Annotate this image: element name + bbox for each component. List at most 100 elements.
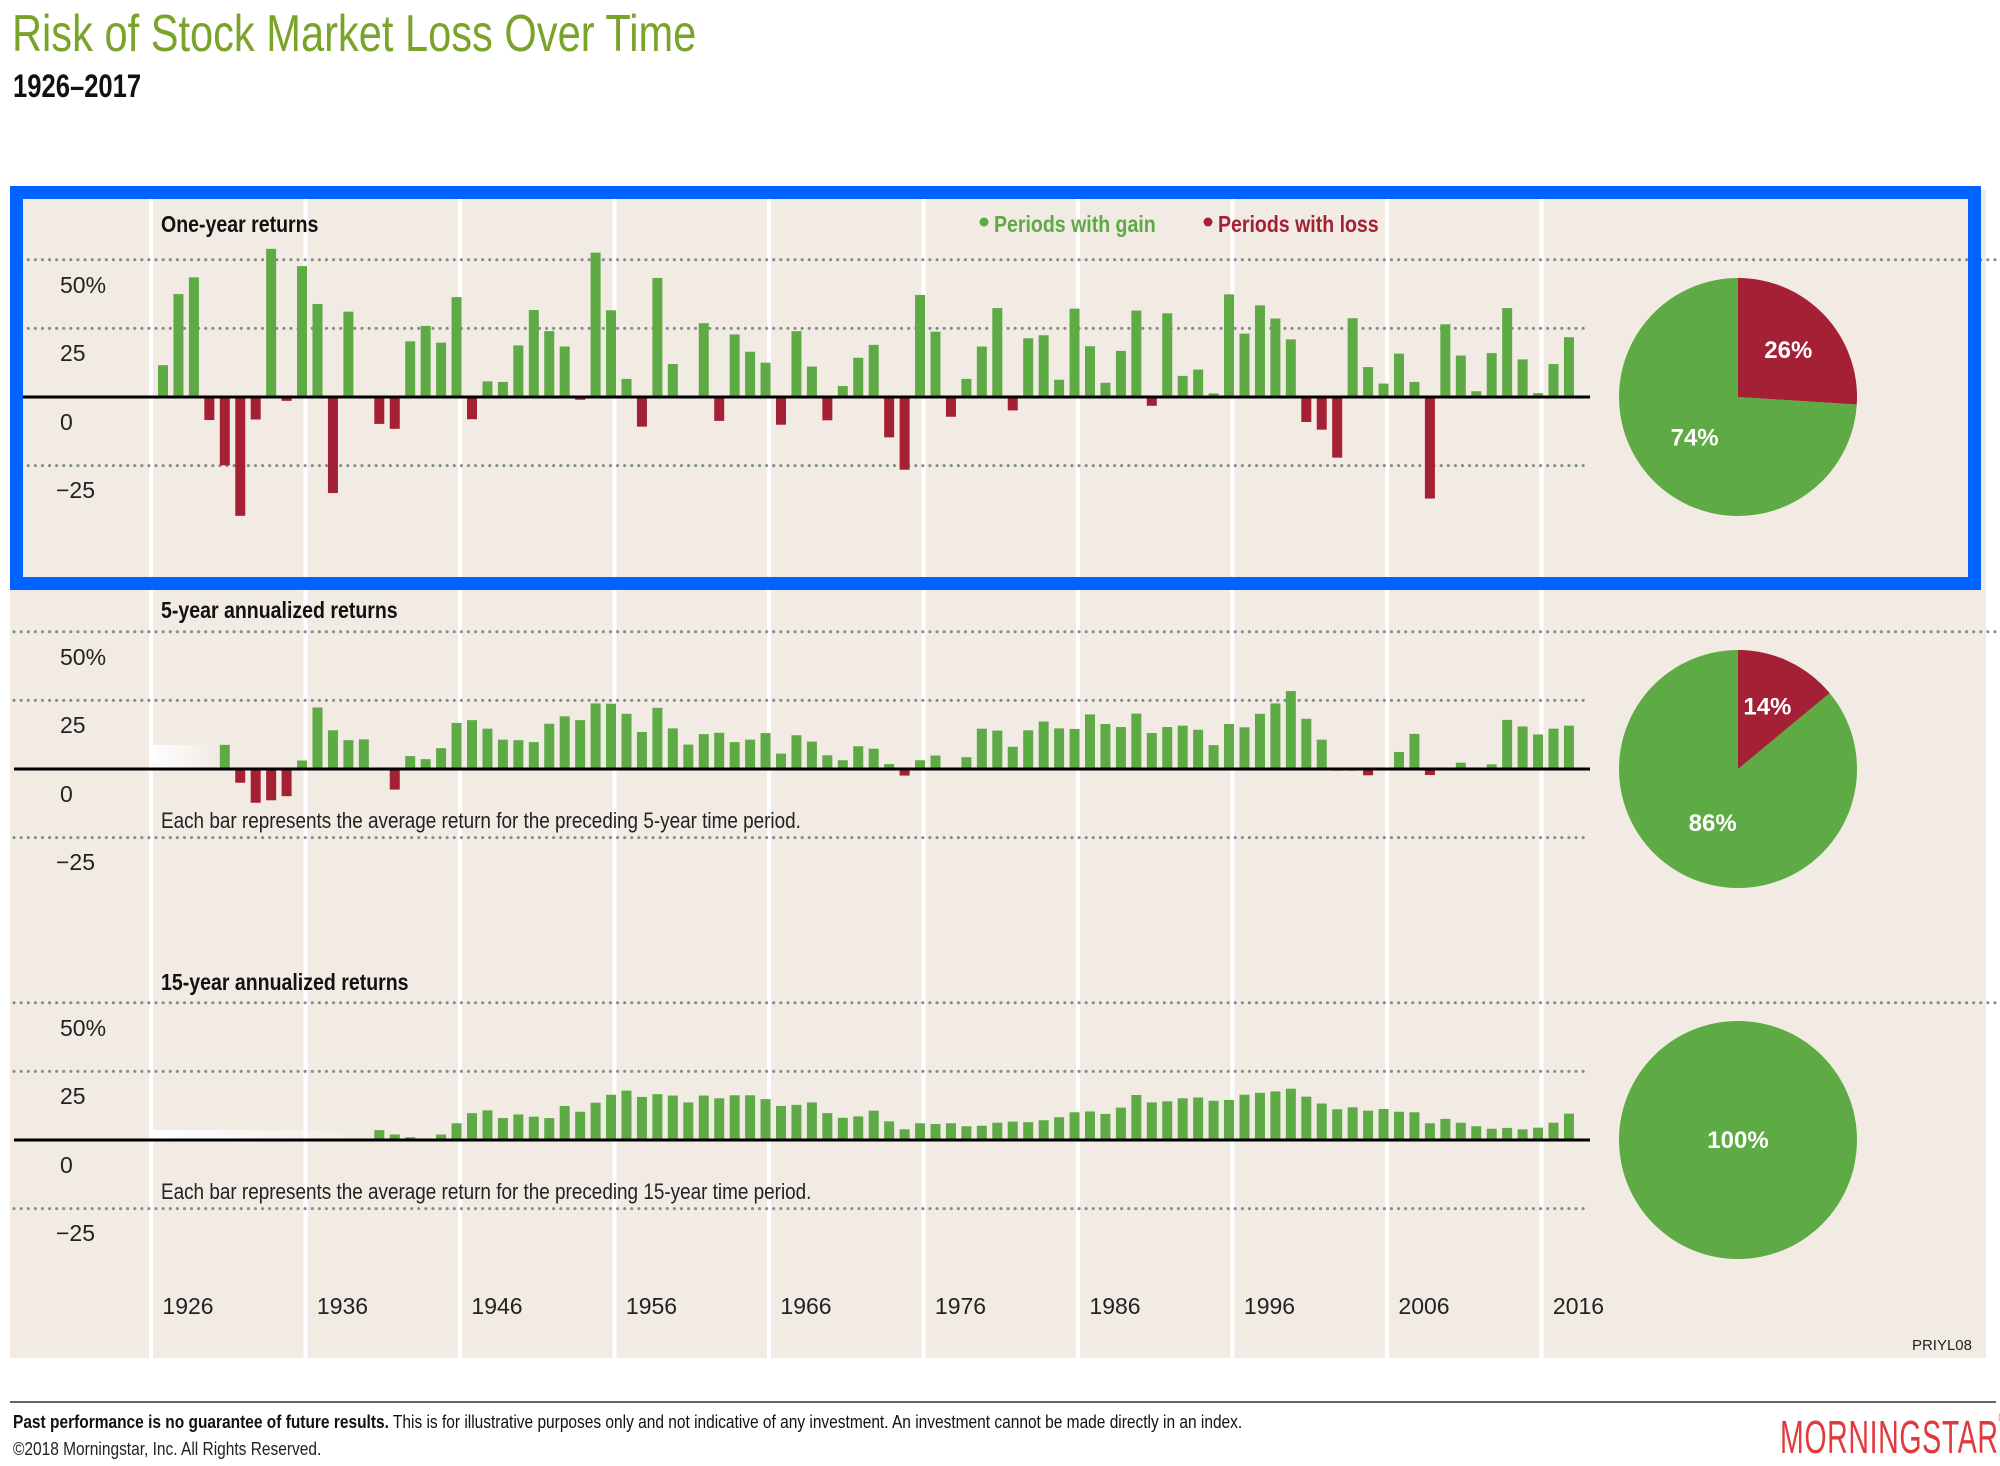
bar-1955 xyxy=(606,703,617,769)
bar-1999 xyxy=(1285,1088,1296,1140)
bar-1978 xyxy=(961,1126,972,1140)
bar-2004 xyxy=(1363,1110,1374,1140)
bar-1953 xyxy=(575,1111,586,1140)
bar-1973 xyxy=(884,397,895,438)
bar-1933 xyxy=(266,248,277,397)
bar-1960 xyxy=(683,1102,694,1140)
bar-1982 xyxy=(1023,730,1034,769)
bar-1986 xyxy=(1085,1111,1095,1140)
bar-1949 xyxy=(513,1114,524,1140)
bar-1996 xyxy=(1239,333,1250,397)
bar-1974 xyxy=(899,769,910,776)
y-axis-labels-15-year: 50% 25 0 −25 xyxy=(56,1015,106,1246)
bar-1965 xyxy=(760,1099,771,1140)
x-tick-label: 1926 xyxy=(162,1293,213,1319)
bar-2000 xyxy=(1301,1096,1312,1140)
bar-1973 xyxy=(884,764,895,769)
bar-1961 xyxy=(698,1095,709,1140)
bar-2000 xyxy=(1301,397,1312,422)
bar-1969 xyxy=(822,755,833,769)
bar-1984 xyxy=(1054,1117,1065,1140)
bar-1958 xyxy=(652,277,663,397)
x-axis-labels: 1926 1936 1946 1956 1966 1976 1986 1996 2006 2016 xyxy=(162,1293,1604,1319)
bar-1990 xyxy=(1146,733,1157,769)
bar-1987 xyxy=(1100,1113,1111,1140)
bar-1972 xyxy=(868,748,879,769)
bar-1948 xyxy=(497,1118,508,1140)
bar-1963 xyxy=(729,1095,740,1140)
bar-1932 xyxy=(250,397,261,420)
bar-1992 xyxy=(1177,1098,1188,1140)
bar-1997 xyxy=(1254,305,1265,397)
bar-1935 xyxy=(297,266,308,397)
bar-1955 xyxy=(606,1094,617,1140)
bar-1990 xyxy=(1146,1102,1157,1140)
logo-text: MORNINGSTAR xyxy=(1780,1411,1999,1463)
bar-1967 xyxy=(791,331,802,397)
y-tick-label: 50% xyxy=(60,644,106,670)
pie-slice-loss xyxy=(1738,278,1857,405)
bar-1991 xyxy=(1162,313,1173,397)
bar-1926 xyxy=(158,365,168,397)
bar-1933 xyxy=(266,769,277,801)
bar-1980 xyxy=(992,730,1003,769)
bar-2005 xyxy=(1378,1108,1389,1140)
bar-1944 xyxy=(436,1134,447,1140)
bar-1959 xyxy=(667,364,678,397)
bar-1976 xyxy=(930,755,941,769)
bar-1988 xyxy=(1115,350,1126,397)
pie-label-gain: 74% xyxy=(1671,425,1719,452)
bar-1927 xyxy=(173,294,184,397)
bar-1961 xyxy=(698,734,709,769)
bar-1988 xyxy=(1115,727,1126,769)
bar-2005 xyxy=(1378,383,1389,397)
bar-1991 xyxy=(1162,1101,1173,1140)
bar-1992 xyxy=(1177,725,1188,769)
bar-1943 xyxy=(420,325,431,397)
bar-1939 xyxy=(358,739,369,769)
bar-1941 xyxy=(389,1134,400,1140)
bar-1954 xyxy=(590,252,601,397)
bar-1932 xyxy=(250,769,261,803)
bar-2011 xyxy=(1471,391,1482,397)
footer-divider xyxy=(10,1401,1996,1403)
bar-1989 xyxy=(1131,1094,1142,1140)
zero-lines xyxy=(14,395,1590,1142)
bar-2017 xyxy=(1563,1113,1574,1140)
bar-1946 xyxy=(467,397,477,420)
bar-1941 xyxy=(389,769,400,790)
bar-2016 xyxy=(1548,728,1559,769)
bar-1977 xyxy=(945,1123,956,1140)
bar-2006 xyxy=(1394,1111,1404,1140)
bar-2015 xyxy=(1533,393,1544,397)
bar-1954 xyxy=(590,1102,601,1140)
bar-1964 xyxy=(745,739,756,769)
y-tick-label: 50% xyxy=(60,1015,106,1041)
bar-1959 xyxy=(667,1095,678,1140)
bar-2001 xyxy=(1316,397,1327,430)
bar-1936 xyxy=(312,707,323,769)
bar-1995 xyxy=(1224,294,1235,397)
bar-2008 xyxy=(1424,769,1435,776)
bar-1964 xyxy=(745,351,756,397)
y-tick-label: −25 xyxy=(56,1220,95,1246)
bar-1967 xyxy=(791,735,802,769)
bar-1966 xyxy=(776,753,786,769)
bar-2014 xyxy=(1517,1129,1528,1140)
bar-1975 xyxy=(915,1123,926,1140)
bar-1993 xyxy=(1193,369,1204,397)
bar-1968 xyxy=(806,741,817,769)
bar-1986 xyxy=(1085,346,1095,397)
bar-1971 xyxy=(853,1116,864,1140)
section-title-one-year: One-year returns xyxy=(161,212,318,238)
bar-1992 xyxy=(1177,375,1188,397)
bar-1970 xyxy=(837,760,848,769)
y-tick-label: −25 xyxy=(56,477,95,503)
bar-1993 xyxy=(1193,1097,1204,1140)
bar-1934 xyxy=(281,769,292,797)
bar-2004 xyxy=(1363,367,1374,397)
bar-1949 xyxy=(513,345,524,397)
bar-1982 xyxy=(1023,1122,1034,1140)
bar-2011 xyxy=(1471,1126,1482,1140)
